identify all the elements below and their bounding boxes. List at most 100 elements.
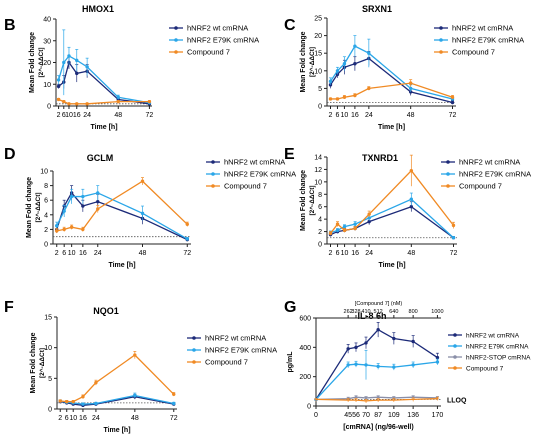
y-axis-label: Mean Fold change — [26, 177, 33, 238]
data-point — [353, 226, 357, 231]
data-point — [409, 205, 414, 209]
top-tick-label: 1000 — [431, 309, 443, 315]
data-point — [392, 336, 396, 341]
chart-title: NQO1 — [93, 306, 119, 316]
legend-marker — [446, 172, 450, 176]
legend-label: hNRF2 E79K cmRNA — [459, 170, 531, 179]
data-point — [56, 97, 61, 102]
data-point — [364, 341, 368, 345]
data-point — [335, 97, 340, 101]
legend-marker — [211, 160, 215, 164]
data-point — [353, 62, 357, 66]
series-3 — [56, 97, 152, 106]
top-tick-label: 800 — [409, 309, 418, 315]
x-tick-label: 6 — [65, 415, 69, 422]
chart-title: HMOX1 — [82, 4, 114, 14]
y-tick-label: 15 — [314, 51, 322, 58]
data-point — [408, 81, 413, 85]
y-tick-label: 8 — [318, 192, 322, 199]
x-tick-label: 48 — [114, 112, 122, 119]
data-point — [81, 204, 85, 208]
series-line — [56, 180, 188, 232]
y-tick-label: 0 — [47, 104, 51, 111]
y-axis-label: Mean Fold change — [300, 31, 307, 92]
y-tick-label: 14 — [314, 155, 322, 162]
y-tick-label: 4 — [44, 212, 48, 219]
legend-marker — [192, 336, 196, 340]
x-axis-label: Time [h] — [90, 124, 117, 131]
x-tick-label: 10 — [68, 250, 76, 257]
baseline-label: LLOQ — [447, 397, 467, 404]
legend-label: hNRF2 wt cmRNA — [205, 334, 266, 343]
series-line — [60, 354, 175, 403]
data-point: + — [314, 397, 318, 404]
x-tick-label: 6 — [336, 112, 340, 119]
data-point — [328, 97, 333, 101]
legend-label: Compound 7 — [459, 182, 502, 191]
data-point — [75, 58, 79, 63]
x-tick-label: 70 — [362, 412, 370, 419]
data-point — [346, 363, 350, 367]
y-axis-label-unit: [2^-ΔΔCt] — [38, 348, 46, 378]
legend-marker — [446, 160, 450, 164]
series-line — [57, 55, 150, 104]
legend-marker — [174, 50, 178, 54]
data-point — [133, 353, 137, 357]
x-tick-label: 45 — [344, 412, 352, 419]
legend-label: Compound 7 — [466, 366, 504, 373]
data-point — [56, 78, 61, 82]
x-tick-label: 56 — [352, 412, 360, 419]
x-tick-label: 87 — [374, 412, 382, 419]
series-2 — [58, 392, 176, 406]
y-axis-label-unit: [2^-ΔΔCt] — [308, 185, 316, 215]
y-axis-label-unit: [2^-ΔΔCt] — [308, 47, 316, 77]
legend-marker — [439, 38, 443, 42]
top-tick-label: 640 — [389, 309, 398, 315]
data-point — [376, 364, 380, 369]
y-tick-label: 10 — [314, 68, 322, 75]
y-tick-label: 10 — [44, 345, 52, 352]
data-point: × — [354, 395, 358, 402]
legend-label: hNRF2 E79K cmRNA — [187, 36, 259, 45]
legend-marker — [453, 355, 457, 359]
data-point — [450, 95, 455, 99]
data-point — [96, 207, 100, 211]
x-tick-label: 136 — [407, 412, 419, 419]
series-2 — [56, 29, 152, 105]
chart-title: IL-8 6h — [357, 311, 386, 321]
data-point — [62, 60, 66, 65]
data-point: + — [364, 398, 368, 405]
x-tick-label: 2 — [329, 250, 333, 257]
data-point — [62, 227, 66, 232]
data-point — [376, 328, 380, 332]
x-tick-label: 6 — [336, 250, 340, 257]
data-point — [81, 194, 85, 199]
panel-letter: E — [284, 146, 295, 163]
panel-g: G IL-8 6h 0 200 400 600 0 45 56 70 87 109 136 170 [cmR… — [284, 299, 531, 431]
x-tick-label: 72 — [146, 112, 154, 119]
chart-title: TXNRD1 — [362, 153, 398, 163]
legend-label: hNRF2 wt cmRNA — [459, 158, 520, 167]
legend-label: hNRF2 wt cmRNA — [224, 158, 285, 167]
data-point — [56, 84, 61, 89]
data-point — [342, 62, 347, 66]
x-tick-label: 72 — [449, 112, 457, 119]
legend-label: hNRF2 E79K cmRNA — [205, 346, 277, 355]
data-point — [116, 99, 120, 104]
x-tick-label: 2 — [55, 250, 59, 257]
x-tick-label: 109 — [388, 412, 400, 419]
data-point: + — [392, 398, 396, 405]
data-point — [364, 363, 368, 367]
data-point: + — [376, 398, 380, 405]
data-point: + — [435, 396, 439, 403]
y-tick-label: 40 — [43, 17, 51, 24]
data-point — [94, 401, 98, 406]
legend-label: hNRF2 wt cmRNA — [452, 24, 513, 33]
top-tick-label: 512 — [374, 309, 383, 315]
x-tick-label: 10 — [341, 112, 349, 119]
chart-title: GCLM — [87, 153, 114, 163]
data-point — [85, 102, 89, 106]
x-tick-label: 48 — [139, 250, 147, 257]
x-tick-label: 24 — [365, 112, 373, 119]
legend-marker — [174, 26, 178, 30]
